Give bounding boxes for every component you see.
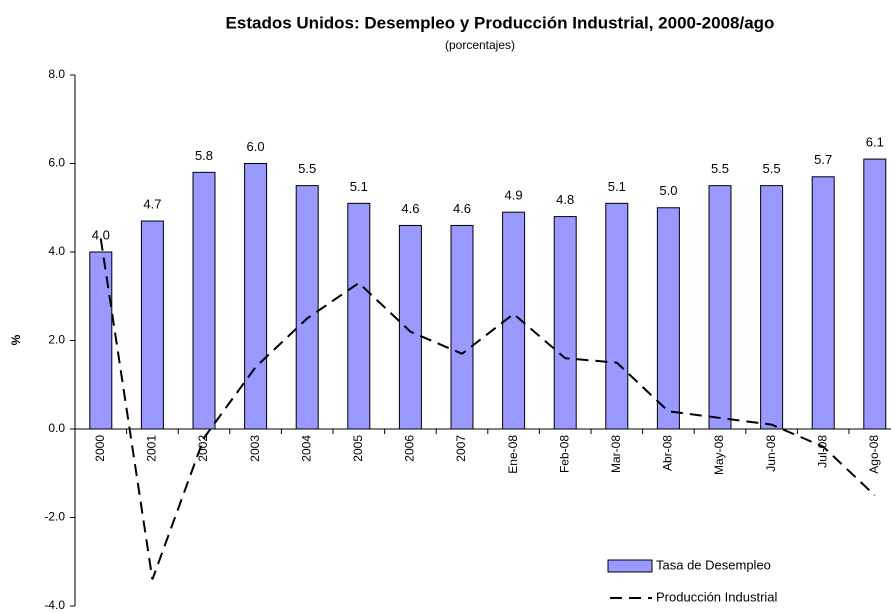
y-tick-label: 4.0 (48, 244, 65, 258)
data-label: 5.8 (195, 148, 213, 163)
x-tick-label: Abr-08 (661, 435, 675, 471)
data-label: 5.1 (350, 179, 368, 194)
x-tick-label: 2007 (454, 435, 468, 462)
data-label: 5.7 (814, 152, 832, 167)
x-tick-label: 2004 (299, 435, 313, 462)
chart-subtitle: (porcentajes) (445, 38, 515, 52)
y-tick-label: -2.0 (44, 510, 65, 524)
x-tick-label: May-08 (712, 435, 726, 475)
bar (708, 185, 732, 430)
y-tick-label: 0.0 (48, 421, 65, 435)
x-tick-label: Mar-08 (609, 435, 623, 473)
x-tick-label: 2002 (196, 435, 210, 462)
data-label: 6.0 (247, 139, 265, 154)
x-tick-label: Ene-08 (506, 435, 520, 474)
data-label: 4.0 (92, 227, 110, 242)
data-label: 4.7 (143, 196, 161, 211)
x-tick-label: 2000 (93, 435, 107, 462)
y-tick-label: 6.0 (48, 156, 65, 170)
x-tick-label: Ago-08 (867, 435, 881, 474)
x-tick-label: 2005 (351, 435, 365, 462)
bar (398, 224, 422, 430)
data-label: 4.6 (401, 201, 419, 216)
y-tick-label: 2.0 (48, 333, 65, 347)
data-label: 6.1 (866, 135, 884, 150)
bar (192, 171, 216, 430)
y-axis-label: % (9, 334, 23, 345)
x-tick-label: Jun-08 (764, 435, 778, 472)
data-label: 5.5 (298, 161, 316, 176)
bar (295, 185, 319, 430)
bar (347, 202, 371, 430)
chart-title: Estados Unidos: Desempleo y Producción I… (226, 13, 775, 32)
x-tick-label: 2006 (403, 435, 417, 462)
x-tick-label: Jul-08 (815, 435, 829, 468)
data-label: 5.0 (659, 183, 677, 198)
data-label: 4.6 (453, 201, 471, 216)
data-label: 4.8 (556, 192, 574, 207)
bar (811, 176, 835, 430)
x-tick-label: 2003 (248, 435, 262, 462)
data-label: 5.5 (711, 161, 729, 176)
y-tick-label: 8.0 (48, 67, 65, 81)
bar (605, 202, 629, 430)
legend-label: Tasa de Desempleo (656, 557, 771, 572)
x-tick-label: 2001 (145, 435, 159, 462)
line (99, 238, 876, 580)
bar (140, 220, 164, 430)
legend-swatch (607, 559, 653, 573)
bar (244, 163, 268, 430)
data-label: 5.1 (608, 179, 626, 194)
bar (450, 224, 474, 430)
data-label: 5.5 (763, 161, 781, 176)
data-label: 4.9 (505, 188, 523, 203)
bar (760, 185, 784, 430)
y-tick-label: -4.0 (44, 598, 65, 612)
bar (553, 216, 577, 430)
x-tick-label: Feb-08 (557, 435, 571, 473)
bar (863, 158, 887, 430)
bar (656, 207, 680, 430)
legend-label: Producción Industrial (656, 589, 778, 604)
bar (89, 251, 113, 430)
